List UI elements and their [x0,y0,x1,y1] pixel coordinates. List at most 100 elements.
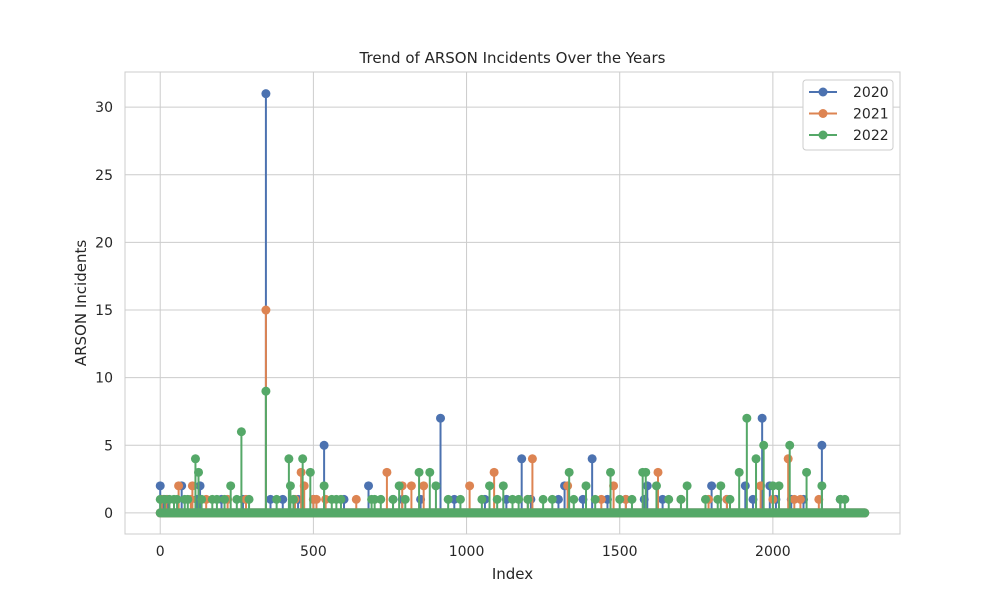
data-point [364,481,374,491]
data-point [581,481,591,491]
data-point [477,494,487,504]
legend-marker [818,130,828,140]
data-point [419,481,429,491]
data-point [742,413,752,423]
data-point [514,494,524,504]
data-point [785,440,795,450]
plot-area [125,72,900,534]
data-point [606,467,616,477]
data-point [296,467,306,477]
data-point [682,481,692,491]
data-point [840,494,850,504]
data-point [587,454,597,464]
tick-labels: 0 500 1000 1500 2000 0 5 10 15 20 25 30 [95,100,791,560]
data-point [615,494,625,504]
data-point [664,494,674,504]
data-point [226,481,236,491]
y-tick-label: 20 [95,235,113,251]
y-tick-label: 5 [104,438,113,454]
data-point [261,386,271,396]
data-point [319,481,329,491]
data-point [298,454,308,464]
x-axis-label: Index [492,565,533,583]
data-point [414,467,424,477]
data-point [783,454,793,464]
data-point [244,494,254,504]
legend-marker [818,109,828,118]
data-point [523,494,533,504]
data-point [400,494,410,504]
data-point [642,481,652,491]
data-point [284,454,294,464]
x-tick-label: 2000 [755,544,791,560]
data-point [751,454,761,464]
data-point [757,413,767,423]
data-point [197,494,207,504]
data-point [382,467,392,477]
data-point [195,481,205,491]
data-point [676,494,686,504]
data-point [190,454,200,464]
data-point [641,467,651,477]
data-point [174,481,184,491]
legend-item-2020: 2020 [809,85,889,101]
data-point [388,494,398,504]
y-tick-label: 10 [95,371,113,387]
data-point [299,481,309,491]
data-point [194,467,204,477]
data-point [538,494,548,504]
data-point [220,494,230,504]
legend-item-2021: 2021 [809,107,889,123]
data-point [716,481,726,491]
data-point [319,440,329,450]
data-point [569,494,579,504]
data-point [563,481,573,491]
data-point [492,494,502,504]
data-point [653,467,663,477]
data-point [443,494,453,504]
data-point [311,494,321,504]
data-point [212,494,222,504]
data-point [795,494,805,504]
data-point [261,305,271,315]
legend-label: 2021 [853,107,889,123]
data-point [436,413,446,423]
data-point [489,467,499,477]
data-point [774,481,784,491]
data-point [305,467,315,477]
y-tick-label: 0 [104,506,113,522]
data-point [707,481,717,491]
data-point [651,481,661,491]
plot-frame [124,71,901,535]
data-point [236,427,246,437]
y-tick-label: 30 [95,100,113,116]
data-point [485,481,495,491]
data-point [802,467,812,477]
data-point [288,494,298,504]
grid [125,72,900,534]
x-tick-label: 500 [300,544,327,560]
chart-title: Trend of ARSON Incidents Over the Years [359,49,666,67]
data-point [465,481,475,491]
data-point [759,440,769,450]
y-tick-label: 15 [95,303,113,319]
legend-label: 2022 [853,128,889,144]
legend-entries: 2020 2021 2022 [809,85,889,144]
x-tick-label: 1000 [449,544,485,560]
y-axis-label: ARSON Incidents [72,240,90,366]
data-point [725,494,735,504]
data-point [376,494,386,504]
data-point [336,494,346,504]
data-point [155,481,165,491]
data-point [425,467,435,477]
data-point [590,494,600,504]
data-point [817,440,827,450]
data-point [183,494,193,504]
legend-label: 2020 [853,85,889,101]
data-point [700,494,710,504]
data-point [455,494,465,504]
data-point [734,467,744,477]
data-point [261,89,271,99]
